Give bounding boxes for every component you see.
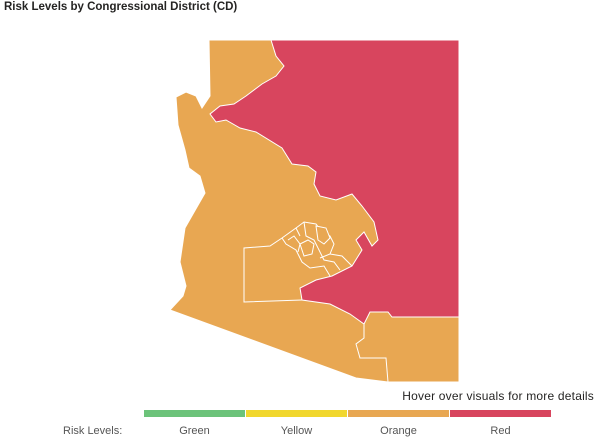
legend-label-yellow: Yellow [280,425,313,437]
hover-hint: Hover over visuals for more details [402,389,594,403]
legend-label-red: Red [490,425,511,437]
district-cd3[interactable] [299,239,315,257]
legend-bar-red [450,410,551,417]
legend-title: Risk Levels: [63,425,123,437]
legend-label-orange: Orange [380,425,417,437]
district-cd1[interactable] [209,39,460,325]
district-cd4[interactable] [315,225,331,245]
legend-bar-orange [348,410,449,417]
legend-label-green: Green [179,425,210,437]
legend-bar-green [144,410,245,417]
legend-bar-yellow [246,410,347,417]
visual-title: Risk Levels by Congressional District (C… [4,1,238,13]
